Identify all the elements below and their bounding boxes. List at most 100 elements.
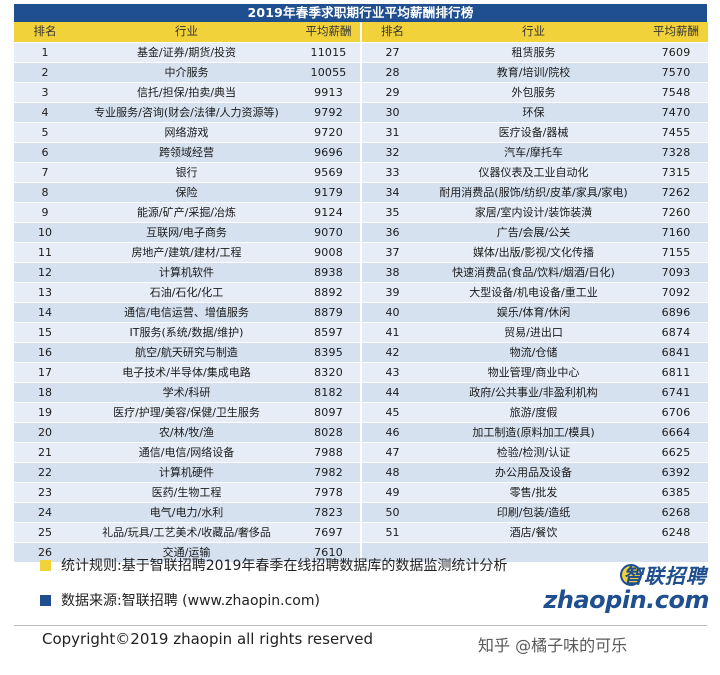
rank-cell: 33 — [361, 162, 423, 183]
rank-cell: 13 — [14, 282, 76, 303]
salary-cell: 6841 — [644, 342, 708, 363]
table-row: 6 跨领域经营 9696 32 汽车/摩托车 7328 — [14, 142, 708, 163]
rank-cell: 25 — [14, 522, 76, 543]
salary-cell: 9070 — [297, 222, 362, 243]
salary-cell: 7610 — [297, 542, 362, 563]
rank-cell: 30 — [361, 102, 423, 123]
rank-cell: 51 — [361, 522, 423, 543]
logo-ball-icon — [620, 564, 642, 586]
yellow-square-icon — [40, 559, 51, 571]
salary-cell: 6874 — [644, 322, 708, 343]
industry-cell: 互联网/电子商务 — [76, 222, 297, 243]
rank-cell: 23 — [14, 482, 76, 503]
salary-cell: 7982 — [297, 462, 362, 483]
industry-cell: 礼品/玩具/工艺美术/收藏品/奢侈品 — [76, 522, 297, 543]
salary-cell: 8097 — [297, 402, 362, 423]
rank-cell: 14 — [14, 302, 76, 323]
rank-cell: 27 — [361, 42, 423, 63]
salary-cell: 7823 — [297, 502, 362, 523]
industry-cell: 酒店/餐饮 — [423, 522, 644, 543]
salary-cell: 6741 — [644, 382, 708, 403]
industry-cell: 医疗/护理/美容/保健/卫生服务 — [76, 402, 297, 423]
table-row: 2 中介服务 10055 28 教育/培训/院校 7570 — [14, 62, 708, 83]
rank-cell: 32 — [361, 142, 423, 163]
table-row: 3 信托/担保/拍卖/典当 9913 29 外包服务 7548 — [14, 82, 708, 103]
table-body: 1 基金/证券/期货/投资 11015 27 租赁服务 7609 2 中介服务 10055 28 教… — [14, 42, 708, 563]
table-row: 22 计算机硬件 7982 48 办公用品及设备 6392 — [14, 462, 708, 483]
table-row: 4 专业服务/咨询(财会/法律/人力资源等) 9792 30 环保 7470 — [14, 102, 708, 123]
rank-cell: 28 — [361, 62, 423, 83]
rank-cell: 35 — [361, 202, 423, 223]
rank-cell: 44 — [361, 382, 423, 403]
salary-cell: 8182 — [297, 382, 362, 403]
salary-cell: 9179 — [297, 182, 362, 203]
table-row: 24 电气/电力/水利 7823 50 印刷/包装/造纸 6268 — [14, 502, 708, 523]
table-row: 18 学术/科研 8182 44 政府/公共事业/非盈利机构 6741 — [14, 382, 708, 403]
rank-cell: 50 — [361, 502, 423, 523]
rank-cell: 26 — [14, 542, 76, 563]
salary-cell: 7570 — [644, 62, 708, 83]
industry-cell: 耐用消费品(服饰/纺织/皮革/家具/家电) — [423, 182, 644, 203]
rank-cell: 19 — [14, 402, 76, 423]
table-row: 14 通信/电信运营、增值服务 8879 40 娱乐/体育/休闲 6896 — [14, 302, 708, 323]
industry-cell: 专业服务/咨询(财会/法律/人力资源等) — [76, 102, 297, 123]
industry-cell: 物流/仓储 — [423, 342, 644, 363]
note-rule-text: 统计规则:基于智联招聘2019年春季在线招聘数据库的数据监测统计分析 — [61, 558, 508, 574]
rank-cell: 47 — [361, 442, 423, 463]
salary-cell: 9792 — [297, 102, 362, 123]
table-title: 2019年春季求职期行业平均薪酬排行榜 — [14, 4, 707, 22]
salary-cell: 8938 — [297, 262, 362, 283]
industry-cell: 计算机硬件 — [76, 462, 297, 483]
industry-cell: 教育/培训/院校 — [423, 62, 644, 83]
rank-cell: 5 — [14, 122, 76, 143]
table-row: 17 电子技术/半导体/集成电路 8320 43 物业管理/商业中心 6811 — [14, 362, 708, 383]
industry-cell: 保险 — [76, 182, 297, 203]
salary-cell: 7092 — [644, 282, 708, 303]
industry-cell: 环保 — [423, 102, 644, 123]
rank-cell: 45 — [361, 402, 423, 423]
table-header-row: 排名 行业 平均薪酬 排名 行业 平均薪酬 — [14, 22, 708, 43]
salary-cell: 7160 — [644, 222, 708, 243]
salary-cell: 6664 — [644, 422, 708, 443]
industry-cell: 物业管理/商业中心 — [423, 362, 644, 383]
industry-cell: 学术/科研 — [76, 382, 297, 403]
salary-cell: 8892 — [297, 282, 362, 303]
note-source: 数据来源:智联招聘 (www.zhaopin.com) — [40, 589, 320, 611]
rank-cell: 37 — [361, 242, 423, 263]
industry-cell: 大型设备/机电设备/重工业 — [423, 282, 644, 303]
industry-cell: 银行 — [76, 162, 297, 183]
industry-cell: 办公用品及设备 — [423, 462, 644, 483]
table-row: 23 医药/生物工程 7978 49 零售/批发 6385 — [14, 482, 708, 503]
header-rank-right: 排名 — [361, 22, 423, 43]
rank-cell: 11 — [14, 242, 76, 263]
header-rank-left: 排名 — [14, 22, 76, 43]
rank-cell: 10 — [14, 222, 76, 243]
header-salary-right: 平均薪酬 — [644, 22, 708, 43]
rank-cell — [361, 542, 423, 563]
industry-cell: 娱乐/体育/休闲 — [423, 302, 644, 323]
table-row: 1 基金/证券/期货/投资 11015 27 租赁服务 7609 — [14, 42, 708, 63]
rank-cell: 39 — [361, 282, 423, 303]
rank-cell: 4 — [14, 102, 76, 123]
rank-cell: 36 — [361, 222, 423, 243]
rank-cell: 1 — [14, 42, 76, 63]
salary-cell: 6811 — [644, 362, 708, 383]
salary-cell: 6268 — [644, 502, 708, 523]
table-row: 8 保险 9179 34 耐用消费品(服饰/纺织/皮革/家具/家电) 7262 — [14, 182, 708, 203]
salary-cell: 11015 — [297, 42, 362, 63]
industry-cell: 检验/检测/认证 — [423, 442, 644, 463]
salary-cell: 7155 — [644, 242, 708, 263]
rank-cell: 20 — [14, 422, 76, 443]
salary-cell: 9008 — [297, 242, 362, 263]
industry-cell: 媒体/出版/影视/文化传播 — [423, 242, 644, 263]
zhaopin-logo: 智联招聘 zhaopin.com — [543, 558, 713, 618]
rank-cell: 49 — [361, 482, 423, 503]
salary-cell: 6896 — [644, 302, 708, 323]
industry-cell: 石油/石化/化工 — [76, 282, 297, 303]
salary-cell: 6625 — [644, 442, 708, 463]
table-row: 15 IT服务(系统/数据/维护) 8597 41 贸易/进出口 6874 — [14, 322, 708, 343]
industry-cell: 交通/运输 — [76, 542, 297, 563]
industry-cell: 房地产/建筑/建材/工程 — [76, 242, 297, 263]
header-industry-left: 行业 — [76, 22, 297, 43]
salary-cell: 7988 — [297, 442, 362, 463]
